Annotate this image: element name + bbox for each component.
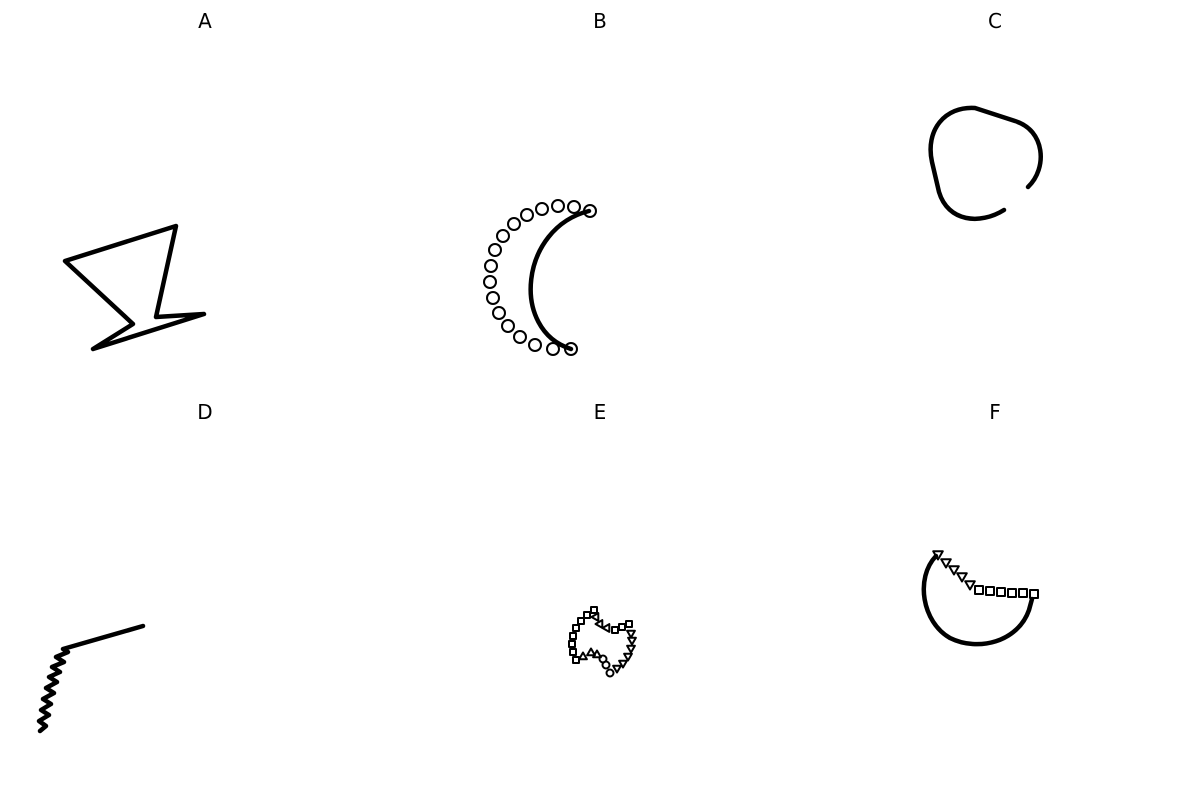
triangle-marker (594, 619, 604, 629)
square-marker (577, 617, 585, 625)
circle-marker (501, 319, 515, 333)
triangle-marker (948, 565, 960, 576)
circle-marker (528, 338, 542, 352)
square-marker (569, 632, 577, 640)
square-marker (618, 623, 626, 631)
circle-marker (488, 243, 502, 257)
triangle-marker (612, 664, 622, 674)
loop-sketch (928, 105, 1043, 222)
panel-a: A (62, 9, 212, 352)
triangle-marker (940, 558, 952, 569)
bowl-arc-sketch (921, 553, 1035, 647)
jagged-line-sketch (36, 623, 146, 734)
circle-marker (535, 202, 549, 216)
circle-marker (601, 660, 611, 670)
square-marker (974, 585, 984, 595)
circle-marker (605, 668, 615, 678)
circle-marker-trail (483, 199, 597, 356)
circle-marker (583, 204, 597, 218)
triangle-marker (626, 629, 636, 639)
panel-label-f: F (989, 400, 1001, 424)
mixed-marker-loop (568, 606, 637, 678)
circle-marker (567, 200, 581, 214)
circle-marker (520, 208, 534, 222)
panel-label-e: E (594, 400, 607, 424)
triangle-square-trail (932, 550, 1039, 599)
circle-marker (546, 342, 560, 356)
square-marker (985, 586, 995, 596)
panel-label-c: C (988, 9, 1002, 33)
square-marker (583, 611, 591, 619)
square-marker (1018, 588, 1028, 598)
triangle-marker (586, 647, 596, 657)
circle-marker (507, 217, 521, 231)
zigzag-polygon-sketch (62, 223, 207, 352)
triangle-marker (932, 550, 944, 561)
triangle-marker (618, 659, 628, 669)
circle-marker (496, 229, 510, 243)
panel-label-a: A (198, 9, 212, 33)
panel-label-b: B (593, 9, 607, 33)
triangle-marker (626, 644, 636, 654)
triangle-marker (956, 572, 968, 583)
panel-e: E (568, 400, 637, 678)
panel-c: C (928, 9, 1043, 222)
square-marker (611, 626, 619, 634)
triangle-marker (590, 612, 600, 622)
square-marker (568, 640, 576, 648)
arc-sketch (528, 208, 592, 352)
panel-f: F (921, 400, 1039, 647)
square-marker (996, 587, 1006, 597)
square-marker (590, 606, 598, 614)
triangle-marker (592, 649, 602, 659)
triangle-marker (964, 580, 976, 591)
circle-marker (551, 199, 565, 213)
circle-marker (486, 291, 500, 305)
triangle-marker (627, 636, 637, 646)
square-marker (625, 620, 633, 628)
panel-b: B (483, 9, 607, 356)
circle-marker (492, 306, 506, 320)
square-marker (572, 624, 580, 632)
circle-marker (513, 330, 527, 344)
circle-marker (564, 342, 578, 356)
triangle-marker (578, 651, 588, 661)
triangle-marker (601, 623, 611, 633)
circle-marker (483, 275, 497, 289)
square-marker (1007, 588, 1017, 598)
square-marker (572, 656, 580, 664)
square-marker (569, 648, 577, 656)
square-marker (1029, 589, 1039, 599)
circle-marker (484, 259, 498, 273)
panel-label-d: D (197, 400, 212, 424)
triangle-marker (623, 652, 633, 662)
panel-d: D (36, 400, 213, 734)
